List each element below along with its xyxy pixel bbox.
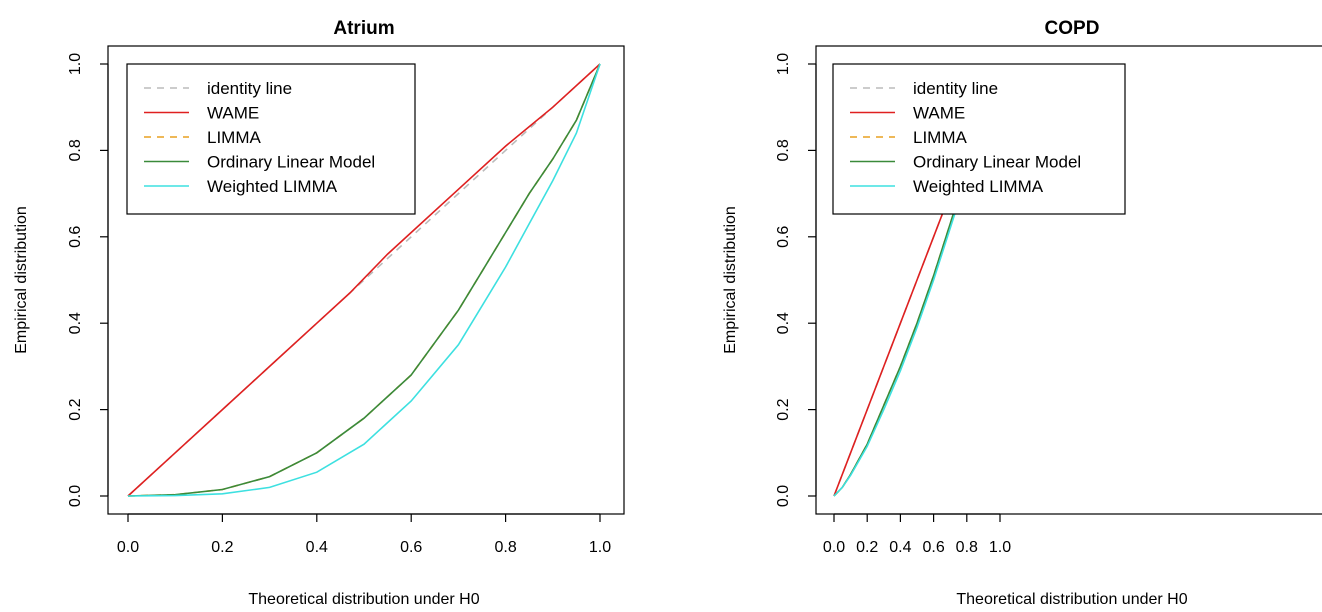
legend-label: Ordinary Linear Model (207, 153, 375, 172)
legend-box (126, 63, 416, 215)
legend-label: Weighted LIMMA (207, 177, 338, 196)
legend-label: Ordinary Linear Model (913, 153, 1081, 172)
plot-title: Atrium (333, 18, 394, 39)
x-axis-title: Theoretical distribution under H0 (956, 591, 1187, 608)
x-axis: 0.0 0.2 0.4 0.6 0.8 1.0 (823, 513, 1011, 556)
x-tick-label: 0.4 (889, 539, 911, 556)
series-line-weighted-limma (127, 63, 601, 497)
x-axis-title: Theoretical distribution under H0 (248, 591, 479, 608)
legend-label: WAME (207, 104, 259, 123)
y-tick-label: 0.6 (67, 226, 84, 248)
x-tick-label: 0.2 (211, 539, 233, 556)
x-tick-label: 0.6 (400, 539, 422, 556)
y-axis: 0.0 0.2 0.4 0.6 0.8 1.0 (775, 53, 817, 507)
x-tick-label: 0.6 (922, 539, 944, 556)
legend-box (832, 63, 1126, 215)
legend: identity line WAME LIMMA Ordinary Linear Mo… (832, 63, 1126, 215)
x-axis: 0.0 0.2 0.4 0.6 0.8 1.0 (117, 513, 611, 556)
legend-label: identity line (913, 79, 998, 98)
x-tick-label: 0.2 (856, 539, 878, 556)
legend-label: WAME (913, 104, 965, 123)
x-tick-label: 0.8 (494, 539, 516, 556)
plot-title: COPD (1045, 18, 1100, 39)
x-tick-label: 0.4 (306, 539, 328, 556)
x-tick-label: 0.0 (823, 539, 845, 556)
y-tick-label: 0.8 (775, 139, 792, 161)
y-axis-title: Empirical distribution (13, 206, 30, 354)
y-tick-label: 0.0 (775, 485, 792, 507)
legend: identity line WAME LIMMA Ordinary Linear Mo… (126, 63, 416, 215)
y-tick-label: 0.2 (775, 398, 792, 420)
panel-copd: COPD Theoretical distribution under H0 E… (722, 18, 1322, 608)
y-axis: 0.0 0.2 0.4 0.6 0.8 1.0 (67, 53, 109, 507)
panel-atrium: Atrium Theoretical distribution under H0… (13, 18, 625, 608)
x-tick-label: 0.8 (956, 539, 978, 556)
legend-label: LIMMA (207, 128, 262, 147)
series-layer (127, 63, 601, 497)
y-axis-title: Empirical distribution (722, 206, 739, 354)
series-line-wame (127, 63, 601, 497)
legend-label: LIMMA (913, 128, 968, 147)
x-tick-label: 1.0 (989, 539, 1011, 556)
legend-label: identity line (207, 79, 292, 98)
x-tick-label: 0.0 (117, 539, 139, 556)
y-tick-label: 1.0 (775, 53, 792, 75)
legend-label: Weighted LIMMA (913, 177, 1044, 196)
y-tick-label: 0.2 (67, 398, 84, 420)
y-tick-label: 0.6 (775, 226, 792, 248)
y-tick-label: 0.4 (775, 312, 792, 334)
series-line-ordinary-linear-model (127, 63, 601, 497)
x-tick-label: 1.0 (589, 539, 611, 556)
y-tick-label: 0.0 (67, 485, 84, 507)
y-tick-label: 1.0 (67, 53, 84, 75)
y-tick-label: 0.8 (67, 139, 84, 161)
y-tick-label: 0.4 (67, 312, 84, 334)
